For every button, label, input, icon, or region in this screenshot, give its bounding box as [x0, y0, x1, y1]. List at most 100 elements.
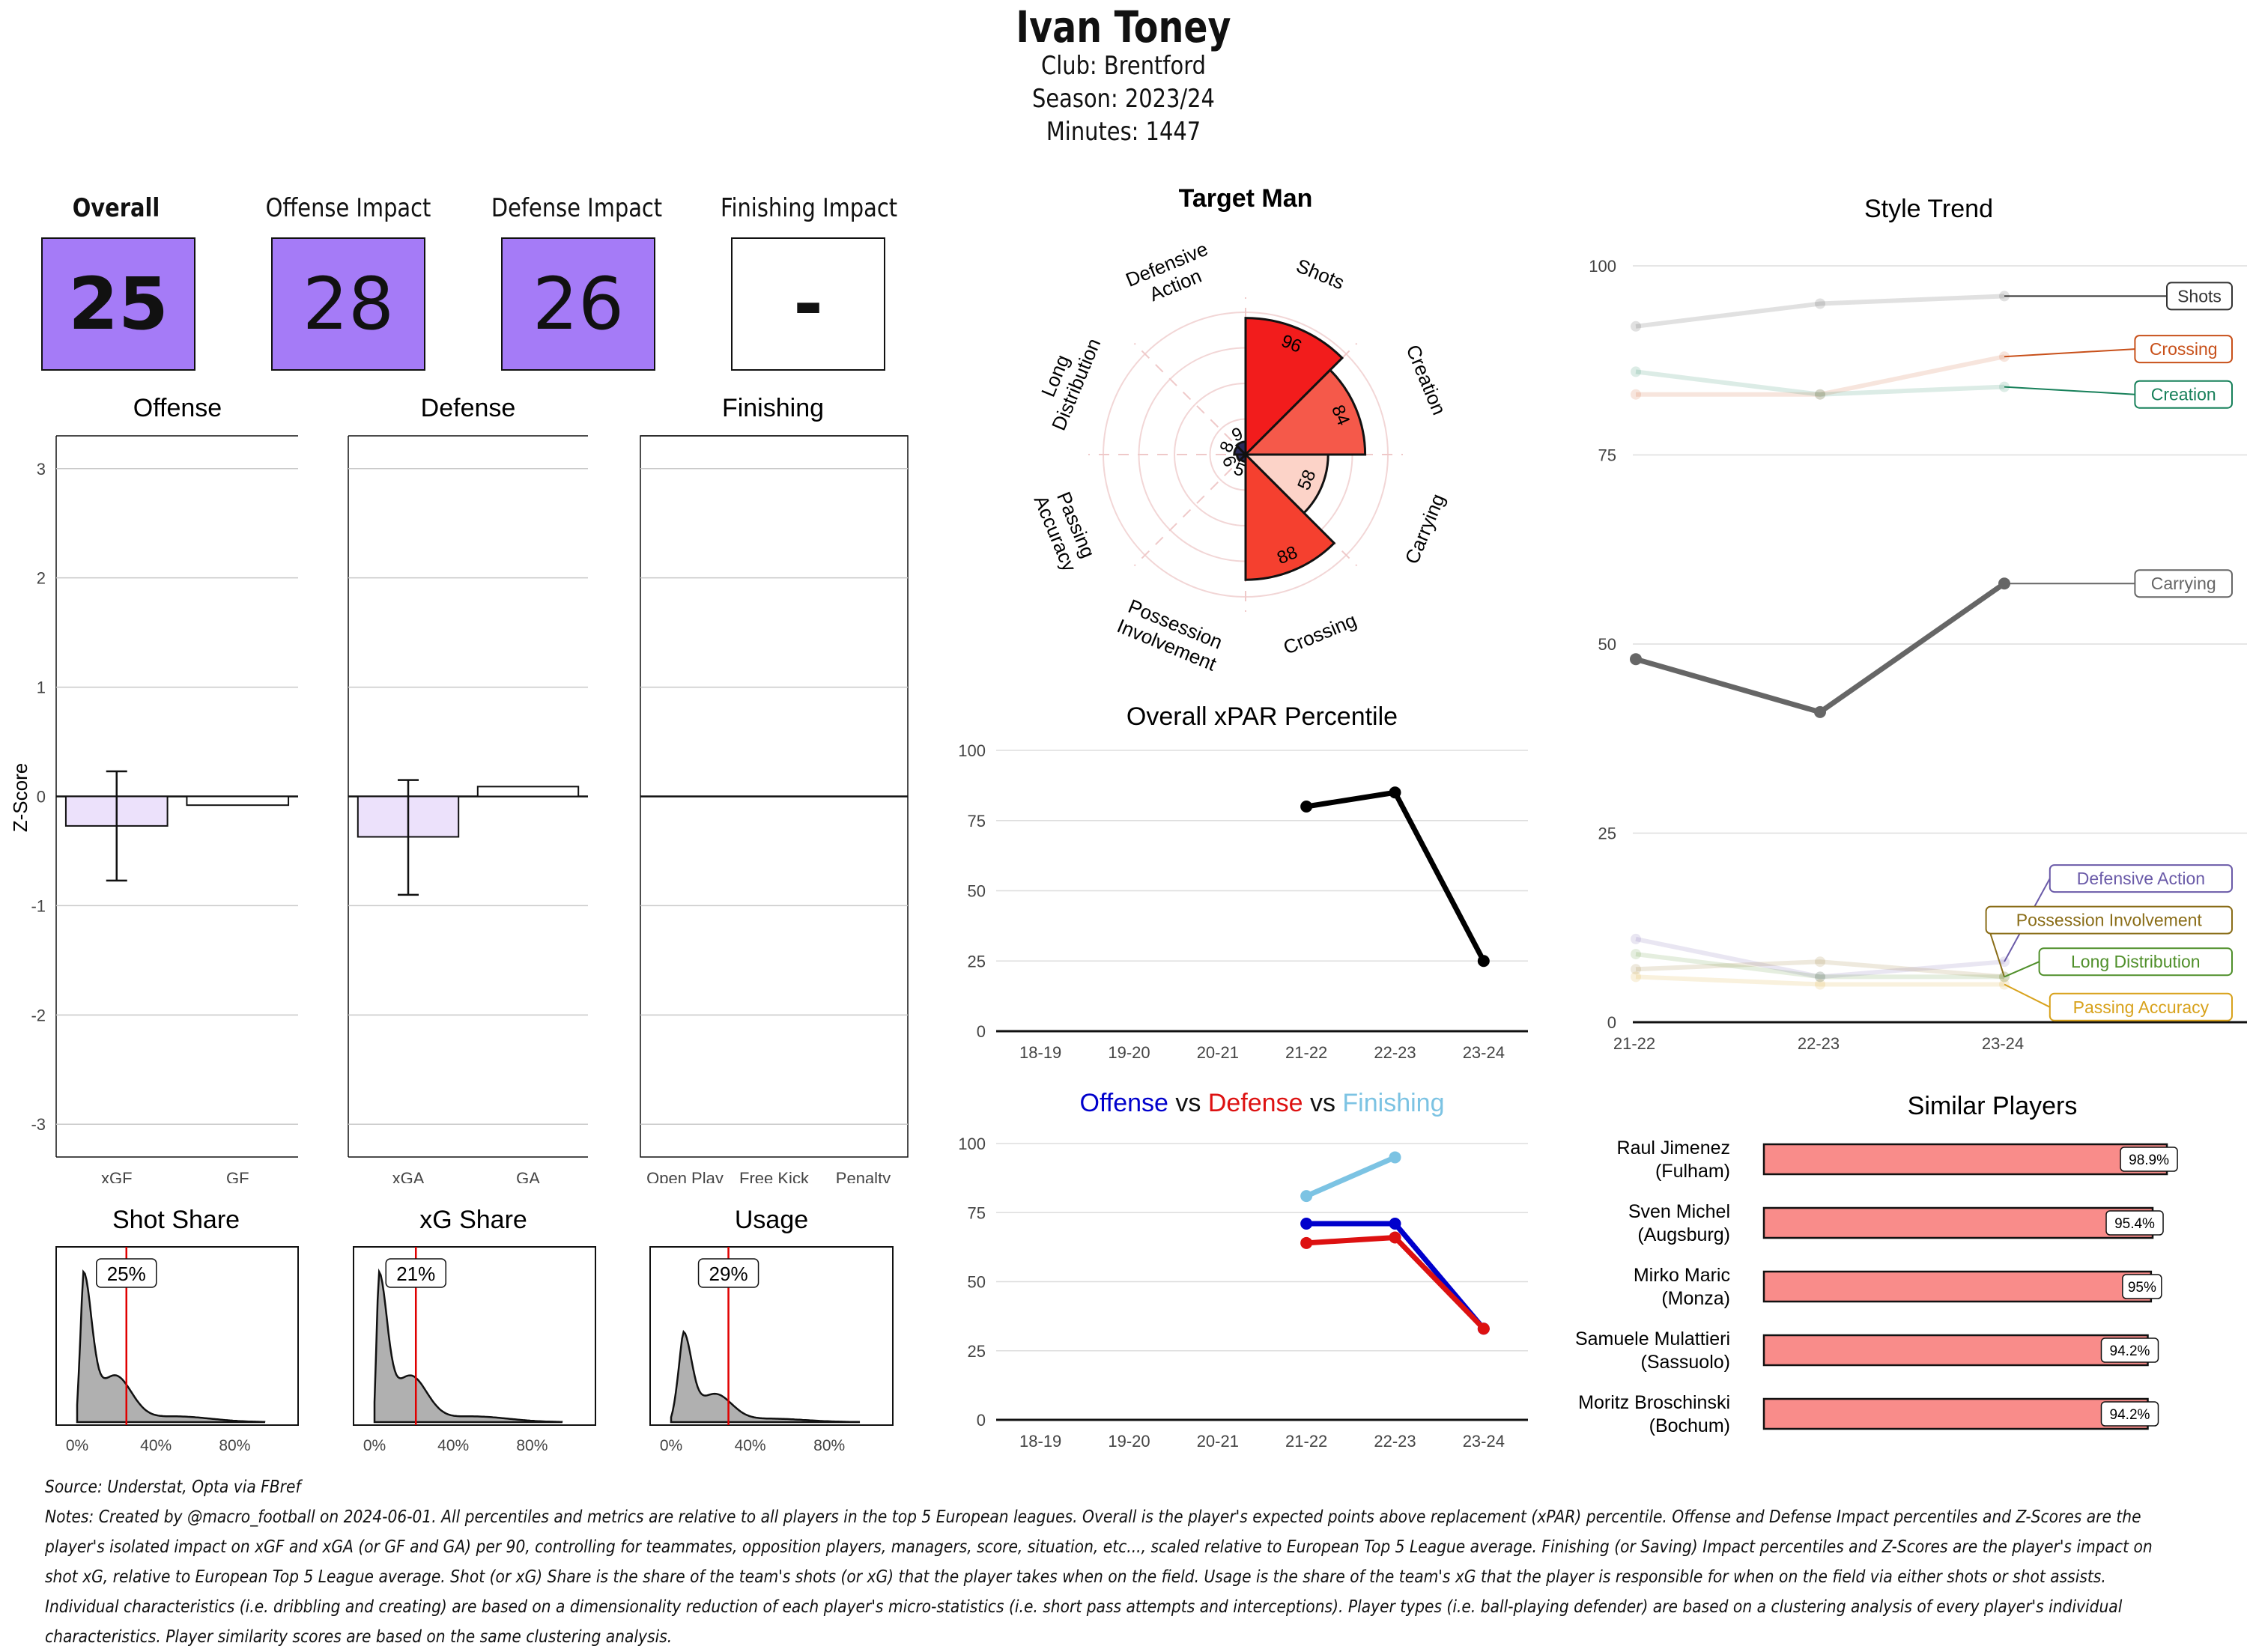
y-tick-label: 3: [37, 460, 46, 479]
style-label-connector: [2004, 961, 2040, 978]
y-tick-label: -2: [31, 1006, 46, 1024]
polar-wedge: [1234, 440, 1247, 458]
impact-label-defense: Defense Impact: [491, 193, 663, 223]
y-tick-label: 0: [977, 1411, 986, 1430]
x-tick-label: 23-24: [1463, 1043, 1505, 1062]
style-series-label: Long Distribution: [2071, 952, 2201, 971]
x-tick-label: 22-23: [1798, 1034, 1840, 1053]
style-label-box: [2134, 380, 2234, 409]
density-frame: [649, 1246, 894, 1426]
polar-axis-label: PassingAccuracy: [1030, 484, 1102, 575]
style-label-box: [2038, 947, 2233, 977]
similar-players-title: Similar Players: [1908, 1092, 2078, 1120]
series-point: [1389, 1218, 1401, 1230]
x-tick-label: 23-24: [1463, 1432, 1505, 1451]
style-series-line: [1636, 354, 2005, 397]
similar-player-club: (Fulham): [1655, 1161, 1730, 1182]
xpar-marks: 0 25 50 75 100 18-19 19-20 20-21 21-22 22-23 23-24: [958, 741, 1528, 1062]
club-line: Club: Brentford: [1041, 51, 1206, 81]
odf-title-vs-1: vs: [1168, 1089, 1208, 1117]
y-tick-label: 2: [37, 569, 46, 588]
polar-axis-label-line: Crossing: [1280, 609, 1359, 659]
style-series-line: [1635, 974, 2004, 987]
style-label-connector: [2004, 386, 2135, 395]
similar-bar: [1762, 1334, 2149, 1367]
series-point: [1389, 786, 1401, 799]
finishing-panel-title: Finishing: [722, 394, 824, 422]
x-tick-label: 21-22: [1285, 1432, 1327, 1451]
x-tick-label: xGA: [392, 1169, 425, 1183]
y-tick-label: 50: [968, 1273, 986, 1292]
x-tick-label: 21-22: [1285, 1043, 1327, 1062]
overall-value-box: 25: [41, 237, 195, 371]
style-label-box: [2134, 569, 2234, 598]
overall-xpar-chart: Overall xPAR Percentile 0 25 50 75 100 18-19 1…: [958, 702, 1528, 1062]
defense-panel-title: Defense: [421, 394, 516, 422]
style-series-point: [1815, 389, 1825, 400]
polar-title: Target Man: [1179, 184, 1313, 213]
style-series-point: [1815, 298, 1825, 309]
style-series-point: [1815, 971, 1825, 983]
player-header: Ivan Toney Club: Brentford Season: 2023/…: [749, 1, 1498, 147]
xg-share-title: xG Share: [419, 1206, 527, 1234]
y-tick-label: 100: [958, 741, 986, 760]
similar-player-name: Raul Jimenez: [1617, 1138, 1730, 1158]
series-point: [1389, 1151, 1401, 1164]
similar-player-club: (Augsburg): [1637, 1224, 1730, 1245]
style-series-point: [1631, 949, 1641, 960]
y-tick-label: 0: [977, 1022, 986, 1041]
overall-value: 25: [68, 262, 169, 346]
odf-title-defense: Defense: [1208, 1089, 1303, 1117]
x-tick-label: Penalty: [836, 1169, 891, 1183]
x-tick-label: 80%: [516, 1437, 548, 1454]
finishing-impact-value: -: [793, 262, 823, 346]
y-tick-label: 0: [1607, 1013, 1616, 1032]
style-series-label: Passing Accuracy: [2073, 997, 2210, 1017]
similar-bar: [1762, 1143, 2168, 1176]
x-tick-label: 23-24: [1982, 1034, 2024, 1053]
series-point: [1477, 1322, 1490, 1335]
style-series-line: [1635, 959, 2005, 980]
marker-label: 25%: [107, 1263, 146, 1285]
y-tick-label: -1: [31, 896, 46, 915]
similar-value-box: [2100, 1337, 2159, 1363]
odf-marks: 0 25 50 75 100 18-19 19-20 20-21 21-22 22-23 23-24: [958, 1135, 1528, 1451]
y-tick-label: 75: [968, 1203, 986, 1222]
style-series-point: [1631, 933, 1641, 944]
x-tick-label: Open Play: [646, 1169, 724, 1183]
series-line: [1306, 789, 1486, 962]
polar-axis-label: LongDistribution: [1026, 327, 1105, 434]
x-tick-label: 22-23: [1374, 1043, 1416, 1062]
marker-label: 29%: [709, 1263, 748, 1285]
similar-player-name: Samuele Mulattieri: [1575, 1328, 1730, 1349]
style-series-point: [1631, 964, 1641, 975]
style-series-point: [1999, 351, 2010, 362]
style-series-point: [1631, 971, 1641, 983]
style-series-point: [1631, 366, 1641, 377]
zscore-marks: xGF GF xGA GA Open Play Free Kick Penalty: [64, 770, 891, 1183]
style-series-point: [1999, 381, 2010, 392]
similar-marks: Raul Jimenez (Fulham) 98.9% Sven Michel(Aug…: [1575, 1138, 2178, 1436]
style-series-point: [1815, 956, 1825, 968]
y-tick-label: 100: [1589, 257, 1616, 276]
style-series-label: Defensive Action: [2077, 869, 2205, 888]
similar-value-box: [2120, 1147, 2178, 1172]
x-tick-label: 0%: [66, 1437, 88, 1454]
x-tick-label: 40%: [735, 1437, 766, 1454]
style-series-label: Shots: [2177, 286, 2222, 306]
similar-bar: [1762, 1206, 2154, 1239]
y-tick-label: -3: [31, 1115, 46, 1134]
defense-impact-value: 26: [532, 262, 625, 346]
x-tick-label: GF: [226, 1169, 249, 1183]
style-trend-chart: Style Trend 0 25 50 75 100 21-22 22-23 23-24 Sho…: [1589, 195, 2247, 1053]
style-label-box: [2049, 864, 2233, 893]
polar-axis-label-line: Carrying: [1401, 491, 1449, 567]
marker-label-box: [385, 1258, 446, 1288]
style-series-line: [1635, 952, 2004, 980]
polar-axis-label: PossessionInvolvement: [1114, 594, 1228, 675]
style-label-box: [1985, 905, 2233, 935]
odf-title: Offense vs Defense vs Finishing: [1080, 1089, 1445, 1117]
style-series-point: [1814, 705, 1826, 718]
series-point: [1477, 955, 1490, 968]
